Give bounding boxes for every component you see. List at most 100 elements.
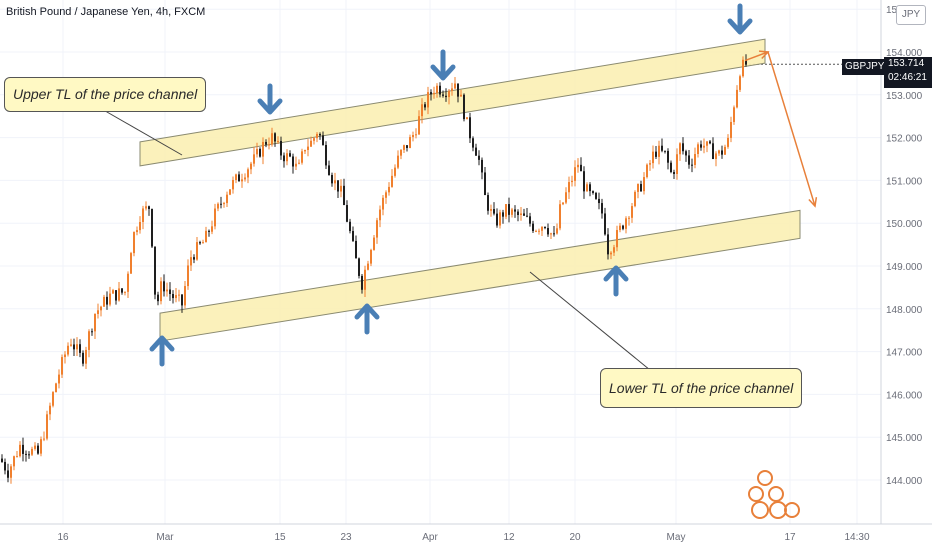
candle-body <box>334 180 336 184</box>
candle-body <box>181 294 183 306</box>
candle-body <box>34 445 36 449</box>
candle-body <box>265 141 267 145</box>
candle-body <box>409 137 411 148</box>
projection-arrowhead-down <box>808 197 818 208</box>
x-tick-label: May <box>667 532 686 543</box>
candle-body <box>568 182 570 193</box>
candle-body <box>340 185 342 192</box>
candle-body <box>328 165 330 175</box>
candle-body <box>592 191 594 193</box>
candle-body <box>463 94 465 120</box>
x-tick-label: 15 <box>274 532 286 543</box>
candle-body <box>280 140 282 156</box>
candle-body <box>112 290 114 294</box>
candle-body <box>130 253 132 274</box>
candle-body <box>40 439 42 454</box>
candle-body <box>691 164 693 166</box>
x-tick-label: 20 <box>569 532 581 543</box>
y-tick-label: 152.000 <box>886 134 923 145</box>
candle-body <box>100 306 102 311</box>
candle-body <box>25 453 27 455</box>
symbol-tag: GBPJPY <box>842 59 888 75</box>
candle-body <box>322 135 324 145</box>
candle-body <box>427 92 429 108</box>
candle-body <box>385 192 387 198</box>
projection-arrowhead-up <box>758 50 770 60</box>
candle-body <box>301 151 303 163</box>
candle-body <box>559 204 561 229</box>
candle-body <box>238 174 240 182</box>
candle-body <box>652 151 654 164</box>
candle-body <box>64 354 66 358</box>
candle-body <box>283 155 285 162</box>
candle-body <box>496 213 498 226</box>
candle-body <box>85 349 87 364</box>
candle-body <box>151 209 153 247</box>
candle-body <box>484 172 486 196</box>
candle-body <box>682 143 684 152</box>
candle-body <box>679 143 681 155</box>
arrow-markers <box>149 3 753 367</box>
candle-body <box>259 148 261 157</box>
candle-body <box>391 175 393 187</box>
candle-body <box>403 145 405 150</box>
candle-body <box>415 134 417 136</box>
candle-body <box>250 163 252 170</box>
candle-body <box>610 252 612 255</box>
candle-body <box>745 59 747 65</box>
candle-body <box>535 230 537 232</box>
candle-body <box>553 233 555 235</box>
candle-body <box>298 162 300 164</box>
candle-body <box>418 116 420 135</box>
candle-body <box>577 164 579 168</box>
candle-body <box>478 155 480 160</box>
candle-body <box>601 203 603 214</box>
candle-body <box>22 444 24 454</box>
candle-body <box>394 167 396 176</box>
candle-body <box>109 293 111 305</box>
candle-body <box>646 164 648 178</box>
candle-body <box>307 146 309 150</box>
upper-callout-pointer <box>99 107 183 156</box>
candle-body <box>421 104 423 117</box>
candle-body <box>289 153 291 157</box>
candle-body <box>661 145 663 151</box>
candle-body <box>46 414 48 439</box>
candle-body <box>715 153 717 159</box>
candle-body <box>406 145 408 148</box>
x-axis: 16 Mar 15 23 Apr 12 20 May 17 14:30 <box>0 523 932 543</box>
candle-body <box>400 149 402 156</box>
candle-body <box>628 217 630 219</box>
candle-body <box>436 85 438 93</box>
candle-body <box>67 345 69 355</box>
projection-line <box>744 51 816 207</box>
currency-badge[interactable]: JPY <box>896 5 926 25</box>
candle-body <box>358 258 360 276</box>
upper-callout: Upper TL of the price channel <box>4 77 207 112</box>
candle-body <box>199 242 201 244</box>
y-tick-label: 147.000 <box>886 348 923 359</box>
candle-body <box>76 344 78 350</box>
candle-body <box>586 184 588 192</box>
candle-body <box>685 151 687 156</box>
candle-body <box>205 230 207 243</box>
x-tick-label: Apr <box>422 532 438 543</box>
up-arrow-icon-head <box>354 303 380 320</box>
candle-body <box>637 184 639 192</box>
candle-body <box>712 143 714 159</box>
candle-body <box>79 344 81 353</box>
candle-body <box>49 405 51 415</box>
candle-body <box>700 144 702 148</box>
candle-body <box>598 198 600 204</box>
candle-body <box>562 202 564 205</box>
candle-body <box>625 218 627 229</box>
candle-body <box>196 242 198 260</box>
candle-body <box>313 138 315 141</box>
candle-body <box>163 281 165 292</box>
price-channel <box>99 38 801 371</box>
candle-body <box>61 357 63 375</box>
candle-body <box>253 154 255 164</box>
candle-body <box>448 90 450 98</box>
candle-body <box>550 233 552 235</box>
